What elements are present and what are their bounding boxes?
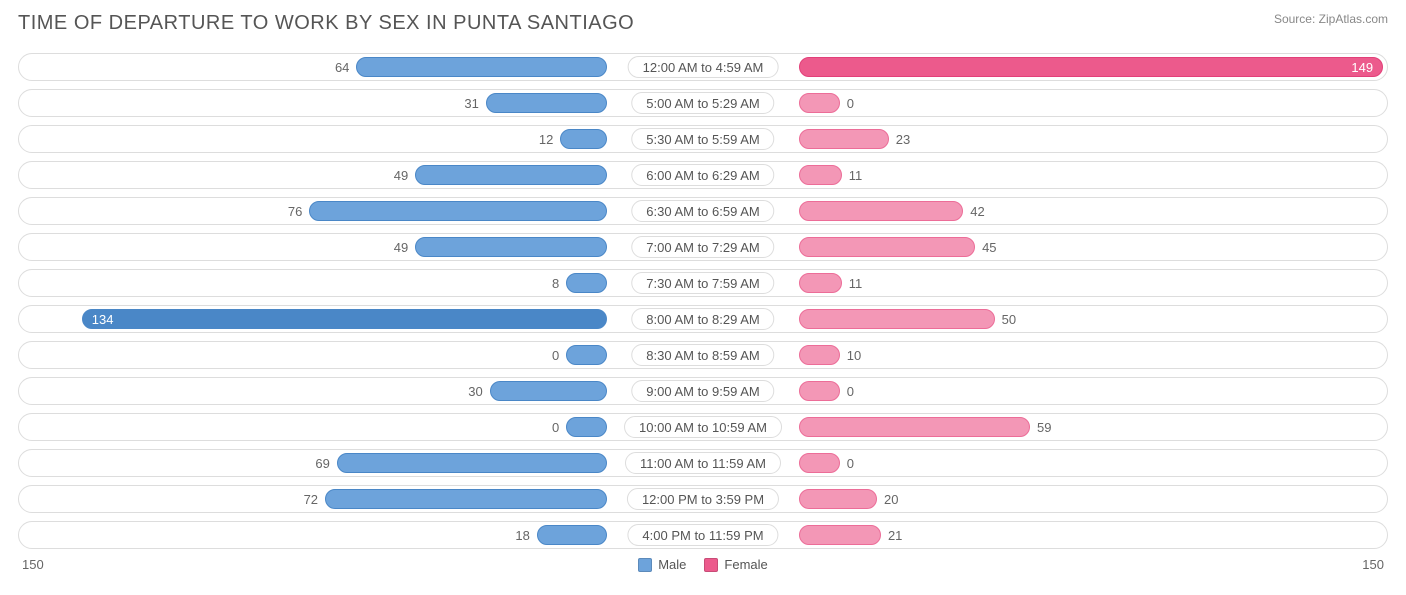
category-label: 6:00 AM to 6:29 AM [631,164,774,186]
female-bar [799,381,840,401]
category-label: 4:00 PM to 11:59 PM [627,524,778,546]
male-value: 69 [315,450,329,476]
legend-male-swatch [638,558,652,572]
male-bar [490,381,608,401]
chart-row: 0 59 10:00 AM to 10:59 AM [18,413,1388,441]
category-label: 5:30 AM to 5:59 AM [631,128,774,150]
male-bar [566,273,607,293]
legend-male: Male [638,557,686,572]
female-value: 10 [847,342,861,368]
female-value: 59 [1037,414,1051,440]
chart-row: 12 23 5:30 AM to 5:59 AM [18,125,1388,153]
female-value: 45 [982,234,996,260]
chart-row: 72 20 12:00 PM to 3:59 PM [18,485,1388,513]
axis-max-left: 150 [22,557,44,572]
male-bar [486,93,608,113]
category-label: 9:00 AM to 9:59 AM [631,380,774,402]
chart-row: 31 0 5:00 AM to 5:29 AM [18,89,1388,117]
chart-row: 64 149 12:00 AM to 4:59 AM [18,53,1388,81]
category-label: 12:00 AM to 4:59 AM [628,56,779,78]
legend-female-swatch [704,558,718,572]
female-bar [799,165,842,185]
female-bar [799,201,964,221]
chart-row: 49 11 6:00 AM to 6:29 AM [18,161,1388,189]
axis-max-right: 150 [1362,557,1384,572]
female-bar [799,273,842,293]
chart-header: TIME OF DEPARTURE TO WORK BY SEX IN PUNT… [18,12,1388,35]
male-value: 64 [335,54,349,80]
chart-row: 30 0 9:00 AM to 9:59 AM [18,377,1388,405]
male-value: 8 [552,270,559,296]
female-value: 0 [847,450,854,476]
category-label: 12:00 PM to 3:59 PM [627,488,779,510]
female-bar [799,129,889,149]
chart-row: 49 45 7:00 AM to 7:29 AM [18,233,1388,261]
male-bar [566,417,607,437]
female-bar [799,489,877,509]
male-value: 76 [288,198,302,224]
legend: Male Female [638,557,768,572]
chart-footer: 150 Male Female 150 [18,557,1388,572]
male-bar [415,237,607,257]
category-label: 11:00 AM to 11:59 AM [625,452,781,474]
female-bar [799,237,975,257]
category-label: 7:30 AM to 7:59 AM [631,272,774,294]
male-value: 134 [82,306,607,332]
legend-female: Female [704,557,767,572]
female-bar [799,345,840,365]
female-value: 23 [896,126,910,152]
female-bar [799,309,995,329]
category-label: 10:00 AM to 10:59 AM [624,416,782,438]
male-bar [560,129,607,149]
male-bar [325,489,607,509]
male-value: 30 [468,378,482,404]
chart-row: 0 10 8:30 AM to 8:59 AM [18,341,1388,369]
male-bar [356,57,607,77]
chart-row: 134 50 8:00 AM to 8:29 AM [18,305,1388,333]
female-value: 50 [1002,306,1016,332]
female-bar [799,525,881,545]
male-value: 18 [515,522,529,548]
female-bar [799,93,840,113]
chart-row: 69 0 11:00 AM to 11:59 AM [18,449,1388,477]
female-value: 42 [970,198,984,224]
category-label: 6:30 AM to 6:59 AM [631,200,774,222]
category-label: 8:30 AM to 8:59 AM [631,344,774,366]
chart-row: 76 42 6:30 AM to 6:59 AM [18,197,1388,225]
male-value: 0 [552,414,559,440]
category-label: 7:00 AM to 7:29 AM [631,236,774,258]
female-value: 21 [888,522,902,548]
male-value: 0 [552,342,559,368]
male-bar [415,165,607,185]
legend-male-label: Male [658,557,686,572]
female-value: 0 [847,378,854,404]
female-value: 20 [884,486,898,512]
male-value: 12 [539,126,553,152]
legend-female-label: Female [724,557,767,572]
male-bar [537,525,608,545]
male-value: 31 [464,90,478,116]
male-value: 49 [394,162,408,188]
category-label: 5:00 AM to 5:29 AM [631,92,774,114]
female-bar [799,417,1030,437]
male-value: 49 [394,234,408,260]
female-value: 11 [849,162,863,188]
chart-source: Source: ZipAtlas.com [1274,12,1388,26]
female-bar [799,453,840,473]
chart-row: 8 11 7:30 AM to 7:59 AM [18,269,1388,297]
chart-title: TIME OF DEPARTURE TO WORK BY SEX IN PUNT… [18,12,634,35]
female-value: 0 [847,90,854,116]
female-value: 11 [849,270,863,296]
male-bar [566,345,607,365]
chart-area: 64 149 12:00 AM to 4:59 AM 31 0 5:00 AM to 5:… [18,53,1388,549]
category-label: 8:00 AM to 8:29 AM [631,308,774,330]
male-bar [337,453,608,473]
chart-row: 18 21 4:00 PM to 11:59 PM [18,521,1388,549]
male-value: 72 [304,486,318,512]
female-value: 149 [799,54,1383,80]
male-bar [309,201,607,221]
